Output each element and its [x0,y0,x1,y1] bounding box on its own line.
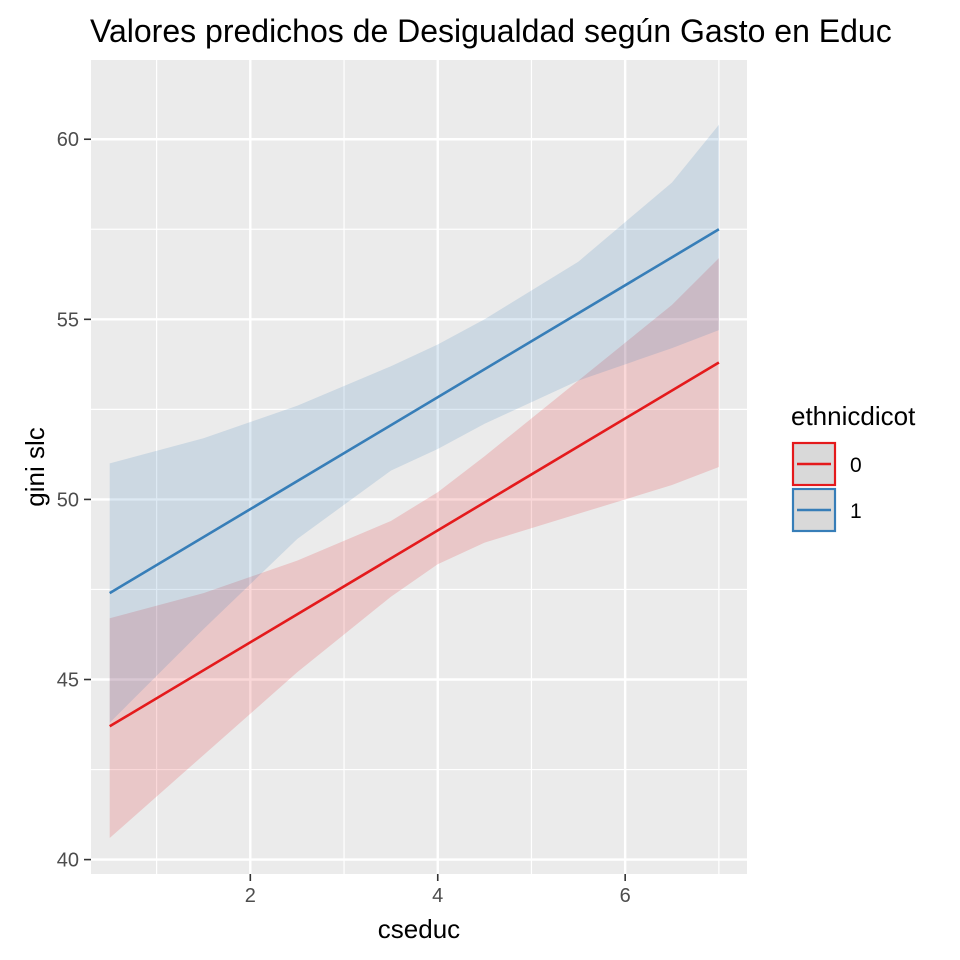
confidence-band-series-1 [109,124,719,723]
prediction-line-series-1 [109,228,720,595]
x-tick-label: 2 [245,885,256,907]
legend-label-series-1: 1 [850,500,862,523]
x-tick-label: 4 [432,885,443,907]
legend-title: ethnicdicot [791,401,916,431]
prediction-line-series-0 [109,361,720,728]
x-axis-title: cseduc [378,914,460,944]
y-tick-label: 60 [57,129,79,151]
plot-panel [91,60,747,874]
y-tick-label: 55 [57,309,79,331]
y-axis-title: gini slc [20,427,50,506]
y-tick-label: 40 [57,850,79,872]
y-tick-label: 50 [57,489,79,511]
y-tick-label: 45 [57,670,79,692]
legend-label-series-0: 0 [850,454,862,477]
x-tick-label: 6 [620,885,631,907]
chart-title: Valores predichos de Desigualdad según G… [90,13,892,49]
confidence-band-series-0 [109,258,719,839]
